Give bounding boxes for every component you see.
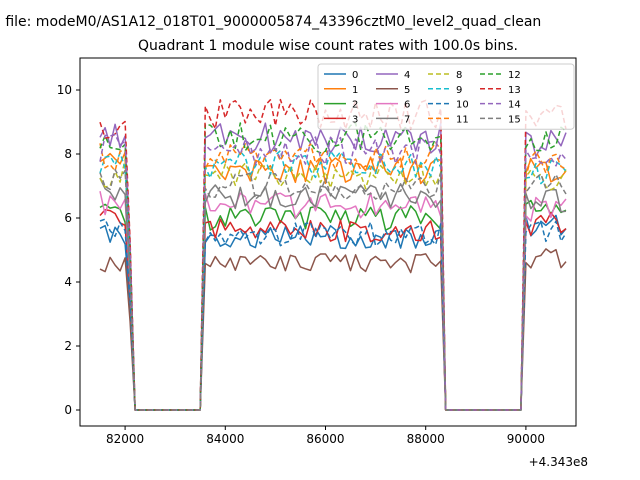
legend-label-7: 7	[404, 114, 410, 125]
series-line-6	[99, 191, 567, 411]
y-tick-label: 4	[64, 275, 72, 289]
x-tick-label: 84000	[206, 432, 244, 446]
legend-label-14: 14	[508, 100, 521, 111]
series-line-11	[99, 141, 567, 411]
y-tick-label: 6	[64, 211, 72, 225]
legend-label-2: 2	[352, 100, 358, 111]
y-tick-label: 10	[57, 83, 72, 97]
series-line-13	[99, 98, 567, 411]
legend-label-3: 3	[352, 114, 358, 125]
legend-label-9: 9	[456, 85, 462, 96]
legend-label-15: 15	[508, 114, 521, 125]
y-tick-label: 8	[64, 147, 72, 161]
legend-label-0: 0	[352, 70, 358, 81]
x-tick-label: 88000	[407, 432, 445, 446]
x-tick-label: 86000	[306, 432, 344, 446]
series-line-5	[99, 248, 567, 411]
axes-frame	[79, 57, 577, 427]
series-line-7	[99, 177, 567, 411]
series-line-15	[99, 168, 567, 411]
chart-suptitle: n file: modeM0/AS1A12_018T01_9000005874_…	[0, 14, 541, 30]
legend-label-5: 5	[404, 85, 410, 96]
legend-label-8: 8	[456, 70, 462, 81]
legend-label-4: 4	[404, 70, 410, 81]
legend-label-12: 12	[508, 70, 521, 81]
legend-box	[317, 63, 575, 130]
legend-label-6: 6	[404, 100, 410, 111]
series-line-3	[99, 208, 567, 411]
chart-title: Quadrant 1 module wise count rates with …	[138, 38, 518, 54]
series-line-2	[99, 199, 567, 411]
series-line-4	[99, 122, 567, 411]
series-line-10	[99, 218, 567, 411]
plot-area: 82000 84000 86000 88000 90000024681001234567…	[57, 57, 577, 446]
series-line-1	[99, 151, 567, 411]
series-line-0	[99, 214, 567, 411]
y-tick-label: 0	[64, 403, 72, 417]
x-tick-label: 82000	[106, 432, 144, 446]
x-tick-label: 90000	[507, 432, 545, 446]
x-offset-label: +4.343e8	[529, 455, 588, 469]
legend-label-11: 11	[456, 114, 469, 125]
legend-label-10: 10	[456, 100, 469, 111]
legend-label-13: 13	[508, 85, 521, 96]
y-tick-label: 2	[64, 339, 72, 353]
series-line-12	[99, 122, 567, 411]
legend-label-1: 1	[352, 85, 358, 96]
